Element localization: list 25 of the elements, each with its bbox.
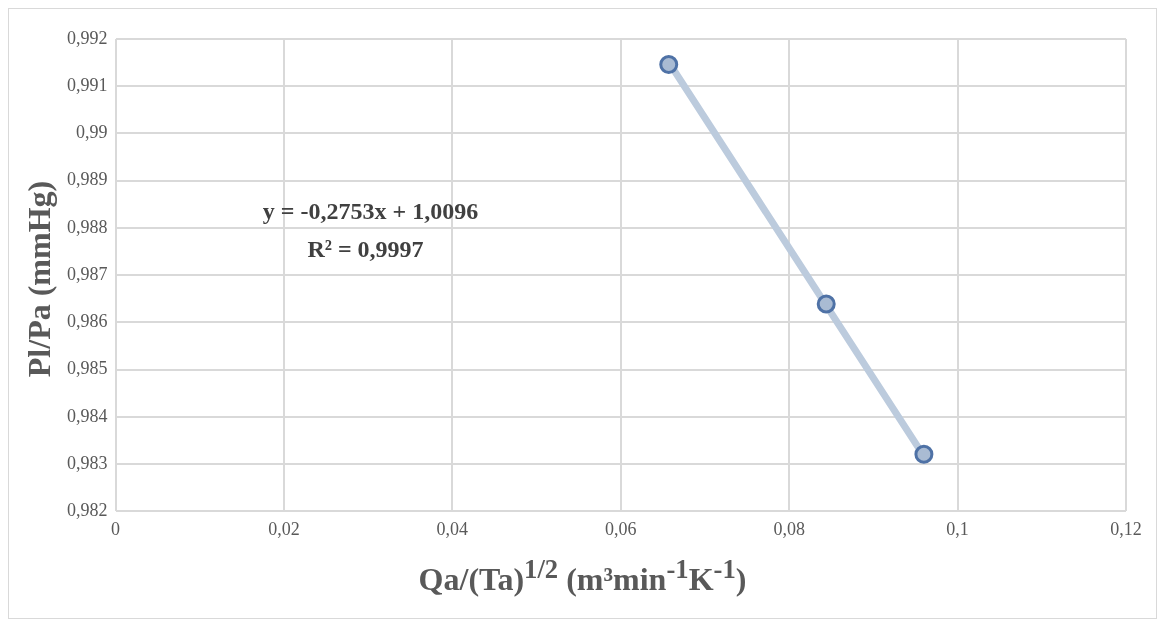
y-tick-label: 0,982: [67, 500, 108, 521]
x-tick-label: 0,02: [268, 518, 300, 539]
y-tick-label: 0,99: [76, 122, 108, 143]
y-tick-label: 0,983: [67, 452, 108, 473]
x-tick-label: 0: [111, 518, 120, 539]
x-tick-label: 0,12: [1110, 518, 1142, 539]
y-tick-label: 0,992: [67, 27, 108, 48]
x-axis-title: Qa/(Ta)$^{1/2}$ (m³min$^{-1}$K$^{-1}$): [417, 554, 748, 598]
annotation: R² = 0,9997: [307, 236, 424, 262]
y-axis-title: Pl/Pa (mmHg): [20, 180, 58, 378]
x-tick-label: 0,08: [773, 518, 805, 539]
point: [914, 444, 934, 464]
y-tick-label: 0,984: [67, 405, 108, 426]
x-tick-label: 0,04: [436, 518, 469, 539]
y-tick-label: 0,988: [67, 216, 108, 237]
y-tick-label: 0,989: [67, 169, 108, 190]
annotation: y = -0,2753x + 1,0096: [262, 198, 479, 224]
x-tick-label: 0,1: [946, 518, 969, 539]
point: [816, 294, 836, 314]
y-tick-label: 0,985: [67, 358, 108, 379]
y-tick-label: 0,986: [67, 311, 108, 332]
x-tick-label: 0,06: [605, 518, 637, 539]
point: [659, 55, 679, 75]
y-tick-label: 0,991: [67, 74, 108, 95]
y-tick-label: 0,987: [67, 263, 108, 284]
